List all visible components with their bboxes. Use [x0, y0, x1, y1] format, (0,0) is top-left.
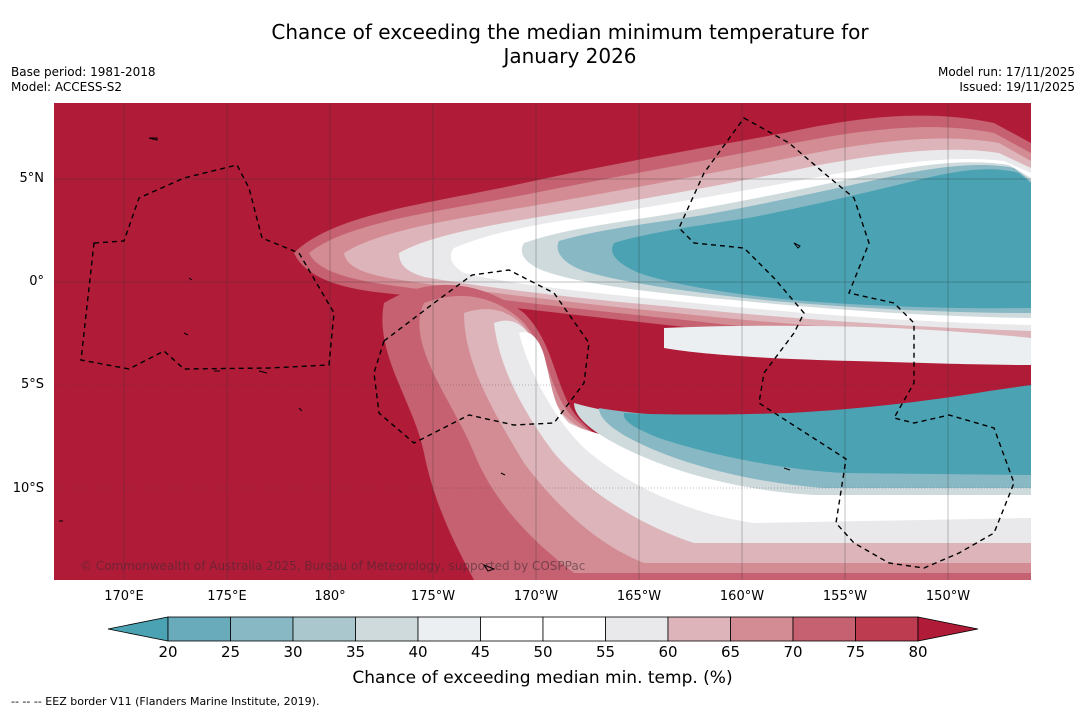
model-run: Model run: 17/11/2025	[937, 65, 1075, 79]
lon-label-180: 180°	[314, 589, 346, 604]
colorbar-tick: 70	[783, 643, 803, 661]
colorbar-tick: 35	[345, 643, 366, 661]
colorbar-segment	[605, 616, 669, 642]
lat-label-5n: 5°N	[19, 171, 45, 186]
meta-left: Base period: 1981-2018 Model: ACCESS-S2	[11, 65, 156, 95]
colorbar-tick: 30	[283, 643, 303, 661]
colorbar-segment	[542, 616, 606, 642]
colorbar-segment	[417, 616, 481, 642]
meta-right: Model run: 17/11/2025 Issued: 19/11/2025	[938, 65, 1075, 95]
copyright-notice: © Commonwealth of Australia 2025, Bureau…	[80, 559, 586, 573]
lon-label-170e: 170°E	[104, 589, 144, 604]
lat-label-5s: 5°S	[20, 377, 44, 392]
eez-borders	[80, 117, 1015, 569]
colorbar-segment	[730, 616, 794, 642]
colorbar-segment	[230, 616, 294, 642]
colorbar-segment	[167, 616, 231, 642]
contour-north-20	[612, 169, 1031, 309]
lat-label-10s: 10°S	[12, 481, 44, 496]
eez-kiribati-phoenix	[678, 117, 1015, 569]
lon-label-155w: 155°W	[822, 589, 868, 604]
equatorial-core	[664, 325, 1031, 365]
lon-label-175w: 175°W	[410, 589, 456, 604]
eez-tokelau-samoa	[373, 269, 590, 444]
colorbar-arrow-high	[917, 616, 979, 642]
lon-label-170w: 170°W	[513, 589, 559, 604]
islands	[59, 137, 801, 572]
colorbar-segment	[667, 616, 731, 642]
colorbar-title: Chance of exceeding median min. temp. (%…	[352, 668, 733, 688]
colorbar-tick: 55	[595, 643, 616, 661]
eez-footnote: -- -- -- EEZ border V11 (Flanders Marine…	[11, 695, 320, 708]
colorbar-arrow-low	[107, 616, 169, 642]
base-period: Base period: 1981-2018	[11, 65, 156, 79]
colorbar-tick: 80	[908, 643, 928, 661]
colorbar-segment	[480, 616, 544, 642]
colorbar-tick: 50	[533, 643, 553, 661]
eez-tuvalu	[80, 164, 335, 370]
model-name: Model: ACCESS-S2	[11, 80, 123, 94]
colorbar-tick: 25	[220, 643, 241, 661]
colorbar-tick: 20	[158, 643, 178, 661]
colorbar-segment	[792, 616, 856, 642]
lat-label-0: 0°	[29, 274, 44, 289]
colorbar-tick: 75	[845, 643, 866, 661]
colorbar-segment	[292, 616, 356, 642]
colorbar	[107, 616, 979, 642]
contour-south-20	[623, 385, 1031, 475]
lon-label-165w: 165°W	[616, 589, 662, 604]
lon-label-175e: 175°E	[207, 589, 247, 604]
colorbar-segment	[855, 616, 919, 642]
lon-label-160w: 160°W	[719, 589, 765, 604]
lon-label-150w: 150°W	[925, 589, 971, 604]
forecast-map	[54, 103, 1031, 580]
colorbar-tick: 40	[408, 643, 428, 661]
issued-date: Issued: 19/11/2025	[959, 80, 1075, 94]
map-title: Chance of exceeding the median minimum t…	[0, 20, 1085, 68]
graticule	[54, 103, 1031, 580]
colorbar-segment	[355, 616, 419, 642]
title-line-1: Chance of exceeding the median minimum t…	[271, 20, 869, 44]
colorbar-tick: 60	[658, 643, 678, 661]
colorbar-tick: 65	[720, 643, 741, 661]
map-canvas	[54, 103, 1031, 580]
title-line-2: January 2026	[503, 44, 637, 68]
colorbar-tick: 45	[470, 643, 491, 661]
